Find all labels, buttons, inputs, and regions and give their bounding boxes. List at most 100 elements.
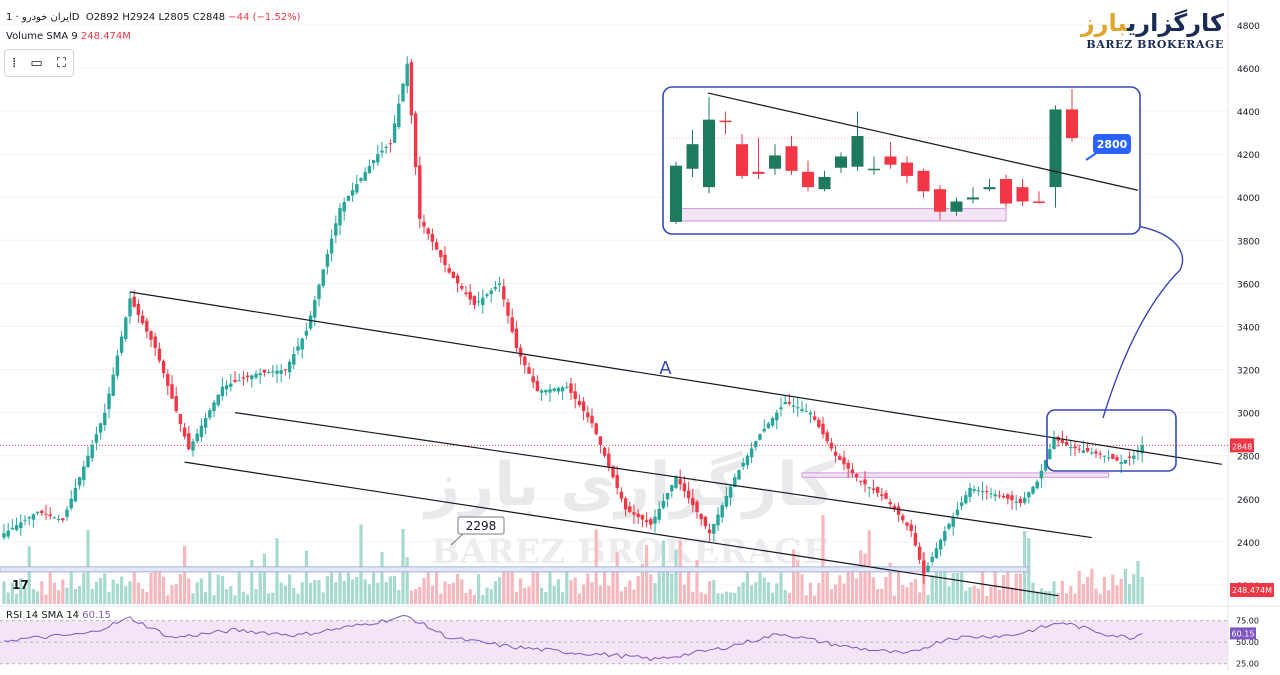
candle-body: [569, 383, 573, 393]
volume-bar: [1119, 578, 1123, 604]
candle: [707, 523, 712, 542]
volume-bar: [23, 587, 27, 604]
candle: [678, 469, 682, 491]
candle-body: [493, 286, 498, 289]
volume-bar: [947, 586, 951, 604]
candle-body: [1014, 501, 1018, 503]
volume-bar: [241, 591, 245, 604]
candle-body: [833, 451, 838, 456]
candle-body: [812, 416, 817, 420]
level-label-pointer: [450, 533, 464, 546]
candle: [628, 501, 632, 514]
candle-body: [619, 491, 624, 499]
callout-pointer: [1085, 151, 1099, 161]
volume-bar: [208, 569, 212, 604]
rsi-tag-bg: [1230, 627, 1256, 640]
volume-bar: [149, 573, 153, 604]
volume-bar: [548, 567, 552, 604]
candle-body: [447, 268, 451, 273]
volume-bar: [808, 582, 812, 604]
volume-bar: [338, 569, 342, 604]
volume-bar: [384, 581, 388, 604]
inset-candle: [703, 97, 715, 194]
candle: [342, 197, 346, 221]
candle: [783, 395, 787, 405]
inset-candle-body: [884, 156, 897, 165]
volume-bar: [934, 567, 938, 604]
candle: [636, 509, 640, 525]
candle-body: [2, 533, 6, 538]
candle: [140, 310, 145, 326]
volume-bar: [283, 585, 287, 604]
candle-body: [854, 474, 859, 478]
channel-line: [129, 291, 1223, 465]
volume-bar: [485, 587, 489, 604]
candle-body: [166, 373, 170, 386]
volume-bar: [31, 588, 35, 604]
candle: [199, 418, 204, 442]
volume-bar: [418, 586, 422, 604]
volume-bar: [380, 552, 384, 604]
candle-body: [182, 427, 187, 437]
volume-bar: [645, 545, 649, 604]
candle: [497, 276, 502, 292]
inset-candle: [736, 133, 748, 179]
volume-bar: [850, 572, 854, 604]
volume-bar: [439, 593, 443, 604]
comment-icon[interactable]: ▭: [30, 55, 43, 71]
candle-body: [233, 379, 237, 382]
candle-body: [993, 494, 997, 497]
candle-body: [1064, 441, 1069, 445]
candle: [859, 480, 863, 486]
candle-body: [934, 548, 939, 558]
candle-body: [846, 462, 850, 469]
candle-body: [720, 505, 724, 518]
volume-bar: [204, 592, 208, 604]
volume-bar: [414, 589, 418, 604]
volume-bar: [611, 571, 615, 604]
volume-bar: [783, 589, 787, 604]
interval-label[interactable]: 1D: [6, 12, 80, 23]
dots-icon[interactable]: ⁞: [12, 55, 17, 71]
candle: [321, 269, 325, 289]
candle: [703, 515, 708, 530]
volume-bar: [225, 589, 229, 604]
candle: [796, 397, 800, 417]
volume-bar: [229, 586, 233, 604]
candle: [913, 525, 918, 547]
candle: [266, 369, 271, 374]
candle: [338, 203, 342, 235]
candle-body: [796, 407, 800, 409]
volume-bar: [1090, 568, 1094, 604]
volume-bar: [703, 594, 707, 604]
candle: [363, 167, 367, 181]
inset-candle-body: [670, 165, 682, 222]
candle-body: [938, 539, 943, 550]
candle-body: [737, 470, 741, 480]
candle-body: [409, 62, 414, 116]
candle-body: [959, 502, 964, 506]
candle: [233, 371, 237, 384]
candle-body: [359, 178, 363, 181]
candle: [880, 488, 884, 501]
candle-body: [94, 434, 99, 443]
tradingview-icon[interactable]: 17: [12, 578, 29, 592]
candle: [376, 144, 380, 166]
volume-bar: [481, 595, 485, 604]
volume-bar: [6, 592, 10, 604]
candle: [699, 512, 703, 526]
last-price-text: 2848: [1232, 442, 1252, 451]
candle: [712, 523, 716, 542]
volume-bar: [1048, 590, 1052, 604]
volume-bar: [1044, 591, 1048, 604]
symbol-name: ایران خودرو: [21, 12, 72, 23]
candle-body: [203, 418, 208, 428]
candle: [430, 228, 435, 251]
volume-bar: [300, 582, 304, 604]
volume-bar: [111, 579, 115, 604]
frame-icon[interactable]: ⛶: [56, 55, 66, 71]
volume-bar: [842, 583, 846, 604]
candle-body: [674, 477, 678, 489]
